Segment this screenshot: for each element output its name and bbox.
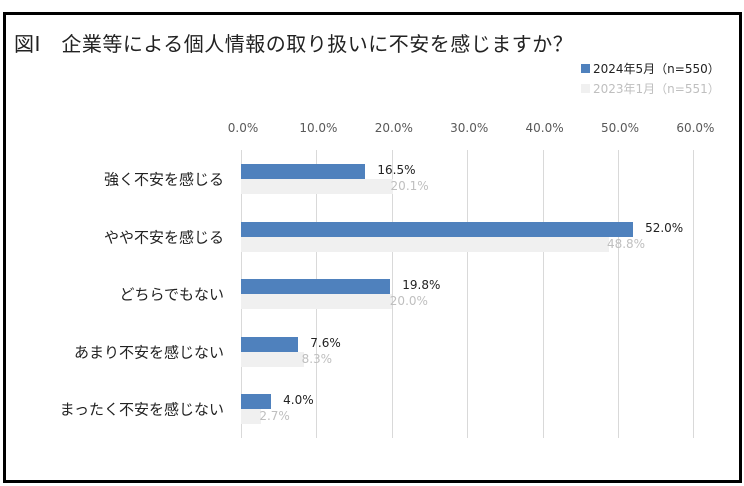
bar-2023 — [241, 409, 262, 424]
axis-tick-label: 30.0% — [450, 121, 489, 135]
category-label: 強く不安を感じる — [103, 170, 224, 189]
axis-tick-label: 50.0% — [600, 121, 640, 135]
value-label-2023: 20.0% — [389, 294, 428, 308]
gridline — [618, 150, 619, 438]
value-label-2023: 48.8% — [606, 237, 646, 251]
bar-2023 — [241, 352, 304, 367]
gridline — [693, 150, 695, 438]
category-label: どちらでもない — [119, 285, 224, 304]
value-label-2023: 2.7% — [259, 409, 290, 423]
bar-2023 — [241, 237, 609, 252]
value-label-2023: 8.3% — [301, 352, 333, 366]
value-label-2023: 20.1% — [390, 179, 429, 193]
bar-2023 — [241, 179, 393, 194]
gridline — [542, 150, 544, 438]
legend-label-2023: 2023年1月（n=551） — [593, 81, 720, 96]
axis-tick-label: 40.0% — [525, 121, 564, 135]
bar-2024 — [241, 279, 391, 294]
category-label: やや不安を感じる — [103, 228, 224, 247]
value-label-2024: 16.5% — [377, 163, 416, 177]
value-label-2024: 4.0% — [283, 393, 314, 407]
gridline — [467, 150, 469, 438]
bar-2024 — [241, 164, 366, 179]
legend-item-2024: 2024年5月（n=550） — [581, 58, 720, 78]
legend: 2024年5月（n=550） 2023年1月（n=551） — [581, 58, 720, 98]
chart-title: 図Ⅰ 企業等による個人情報の取り扱いに不安を感じますか？ — [14, 32, 574, 56]
chart-frame — [3, 12, 742, 483]
bar-2024 — [241, 337, 299, 352]
axis-tick-label: 20.0% — [374, 121, 413, 135]
legend-swatch-2024-icon — [581, 63, 590, 73]
gridline — [391, 150, 393, 438]
category-label: まったく不安を感じない — [59, 400, 224, 419]
axis-tick-label: 60.0% — [676, 121, 715, 135]
axis-tick-label: 10.0% — [299, 121, 338, 135]
legend-item-2023: 2023年1月（n=551） — [581, 78, 720, 98]
value-label-2024: 52.0% — [645, 221, 684, 235]
legend-label-2024: 2024年5月（n=550） — [593, 61, 720, 76]
value-label-2024: 7.6% — [310, 336, 341, 350]
bar-2024 — [241, 222, 634, 237]
legend-swatch-2023-icon — [581, 83, 590, 93]
category-label: あまり不安を感じない — [73, 343, 224, 362]
bar-2024 — [241, 394, 272, 409]
axis-tick-label: 0.0% — [227, 121, 259, 135]
bar-2023 — [241, 294, 392, 309]
value-label-2024: 19.8% — [402, 278, 441, 292]
